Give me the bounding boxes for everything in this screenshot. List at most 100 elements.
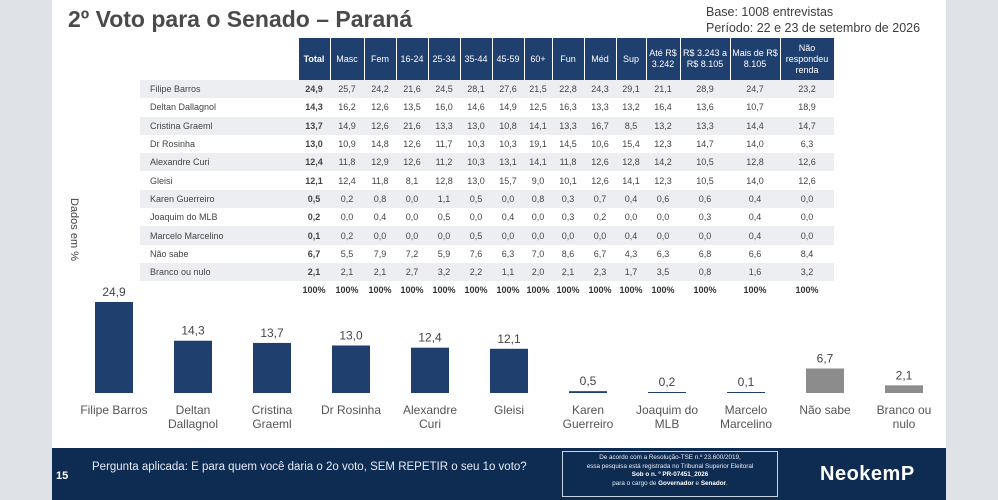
bar bbox=[569, 391, 607, 393]
table-cell: 0,0 bbox=[552, 226, 584, 245]
table-cell: 0,0 bbox=[492, 226, 524, 245]
table-cell: 0,0 bbox=[780, 226, 834, 245]
category-label: Joaquim do MLB bbox=[636, 403, 698, 431]
total-cell: 100% bbox=[795, 285, 819, 296]
column-header: Não respondeu renda bbox=[780, 38, 835, 80]
survey-info: Base: 1008 entrevistas Período: 22 e 23 … bbox=[706, 4, 920, 36]
total-cell: 100% bbox=[526, 285, 550, 296]
slide: 2º Voto para o Senado – Paraná Base: 100… bbox=[52, 0, 946, 500]
table-cell: 13,3 bbox=[591, 102, 609, 113]
column-header: Total bbox=[298, 38, 331, 80]
table-cell: 0,4 bbox=[616, 226, 646, 245]
table-cell: 14,0 bbox=[746, 139, 764, 150]
table-body: Filipe Barros 24,9 25,7 24,2 21,6 24,5 28,1 27,… bbox=[140, 80, 834, 299]
table-cell: 21,5 bbox=[524, 80, 552, 99]
table-cell: 0,8 bbox=[364, 189, 396, 209]
row-label: Branco ou nulo bbox=[140, 262, 298, 282]
category-label: Branco ou nulo bbox=[877, 403, 932, 431]
table-cell: 2,1 bbox=[298, 262, 330, 282]
category-label-line: Graeml bbox=[252, 417, 291, 431]
table-cell: 6,7 bbox=[593, 248, 607, 259]
table-cell: 14,1 bbox=[524, 116, 552, 135]
category-label: Karen Guerreiro bbox=[563, 403, 614, 431]
table-cell: 6,6 bbox=[748, 248, 762, 259]
table-cell: 12,8 bbox=[730, 153, 780, 172]
total-cell: 100% bbox=[556, 285, 580, 296]
column-header: Méd bbox=[584, 38, 617, 80]
bar-value-label: 0,2 bbox=[659, 375, 676, 389]
table-cell: 0,5 bbox=[298, 189, 330, 209]
table-cell: 10,3 bbox=[460, 153, 492, 172]
table-cell: 25,7 bbox=[330, 80, 364, 99]
category-label-line: Não sabe bbox=[799, 403, 851, 417]
table-cell: 13,3 bbox=[552, 116, 584, 135]
table-cell: 4,3 bbox=[624, 248, 638, 259]
table-cell: 0,6 bbox=[680, 189, 730, 209]
table-cell: 16,3 bbox=[559, 102, 577, 113]
table-cell: 14,8 bbox=[371, 139, 389, 150]
question-text: Pergunta aplicada: E para quem você dari… bbox=[92, 461, 527, 473]
table-cell: 1,1 bbox=[492, 262, 524, 282]
table-cell: 2,2 bbox=[460, 262, 492, 282]
table-cell: 12,6 bbox=[371, 102, 389, 113]
bar bbox=[95, 302, 133, 393]
table-cell: 6,8 bbox=[698, 248, 712, 259]
table-cell: 7,0 bbox=[531, 248, 545, 259]
category-label-line: MLB bbox=[655, 417, 680, 431]
table-cell: 14,9 bbox=[330, 116, 364, 135]
table-cell: 22,8 bbox=[552, 80, 584, 99]
table-cell: 16,0 bbox=[435, 102, 453, 113]
bar-value-label: 2,1 bbox=[896, 368, 913, 382]
table-cell: 0,0 bbox=[469, 212, 483, 223]
table-cell: 0,0 bbox=[656, 212, 670, 223]
total-cell: 100% bbox=[651, 285, 675, 296]
table-row: Marcelo Marcelino 0,1 0,2 0,0 0,0 0,0 0,5 0,0 0,… bbox=[140, 226, 834, 245]
table-cell: 12,5 bbox=[529, 102, 547, 113]
table-cell: 0,5 bbox=[460, 226, 492, 245]
table-cell: 19,1 bbox=[529, 139, 547, 150]
table-cell: 12,9 bbox=[364, 153, 396, 172]
table-cell: 0,8 bbox=[680, 262, 730, 282]
table-cell: 0,0 bbox=[340, 212, 354, 223]
table-cell: 0,4 bbox=[730, 189, 780, 209]
table-cell: 24,7 bbox=[730, 80, 780, 99]
total-cell: 100% bbox=[588, 285, 612, 296]
table-cell: 0,2 bbox=[593, 212, 607, 223]
table-cell: 0,2 bbox=[330, 189, 364, 209]
table-cell: 0,8 bbox=[524, 189, 552, 209]
category-label-line: Cristina bbox=[252, 403, 293, 417]
table-cell: 27,6 bbox=[492, 80, 524, 99]
bar-value-label: 24,9 bbox=[102, 285, 126, 299]
table-cell: 5,9 bbox=[437, 248, 451, 259]
table-cell: 0,0 bbox=[531, 212, 545, 223]
table-cell: 0,3 bbox=[552, 189, 584, 209]
row-label: Não sabe bbox=[150, 248, 189, 259]
tse-registration-number: Sob o n. º PR-07451_2026 bbox=[631, 471, 709, 479]
table-cell: 0,0 bbox=[396, 226, 428, 245]
table-row: Alexandre Curi 12,4 11,8 12,9 12,6 11,2 10,3 13… bbox=[140, 153, 834, 172]
table-total-row: 100% 100% 100% 100% 100% 100% 100% 100% 100% 100%… bbox=[140, 281, 834, 299]
category-label: Alexandre Curi bbox=[403, 403, 457, 431]
table-cell: 0,4 bbox=[373, 212, 387, 223]
tse-line-4-joiner: e bbox=[693, 479, 701, 487]
row-label: Dr Rosinha bbox=[150, 139, 196, 150]
table-cell: 12,6 bbox=[780, 153, 834, 172]
table-cell: 23,2 bbox=[780, 80, 834, 99]
table-cell: 0,0 bbox=[646, 226, 680, 245]
bar bbox=[490, 348, 528, 393]
table-cell: 10,8 bbox=[492, 116, 524, 135]
column-header: Sup bbox=[616, 38, 647, 80]
tse-office-governor: Governador bbox=[658, 479, 694, 487]
table-cell: 0,0 bbox=[800, 212, 814, 223]
table-cell: 0,0 bbox=[405, 212, 419, 223]
table-cell: 14,3 bbox=[305, 102, 323, 113]
table-cell: 24,3 bbox=[584, 80, 616, 99]
table-cell: 15,7 bbox=[499, 175, 517, 186]
category-label: Marcelo Marcelino bbox=[720, 403, 772, 431]
tse-line-3: Sob o n. º PR-07451_2026 bbox=[563, 471, 777, 480]
table-cell: 12,3 bbox=[654, 175, 672, 186]
bar bbox=[174, 340, 212, 393]
category-label-line: nulo bbox=[893, 417, 916, 431]
category-label: Cristina Graeml bbox=[252, 403, 293, 431]
column-header: 35-44 bbox=[460, 38, 493, 80]
